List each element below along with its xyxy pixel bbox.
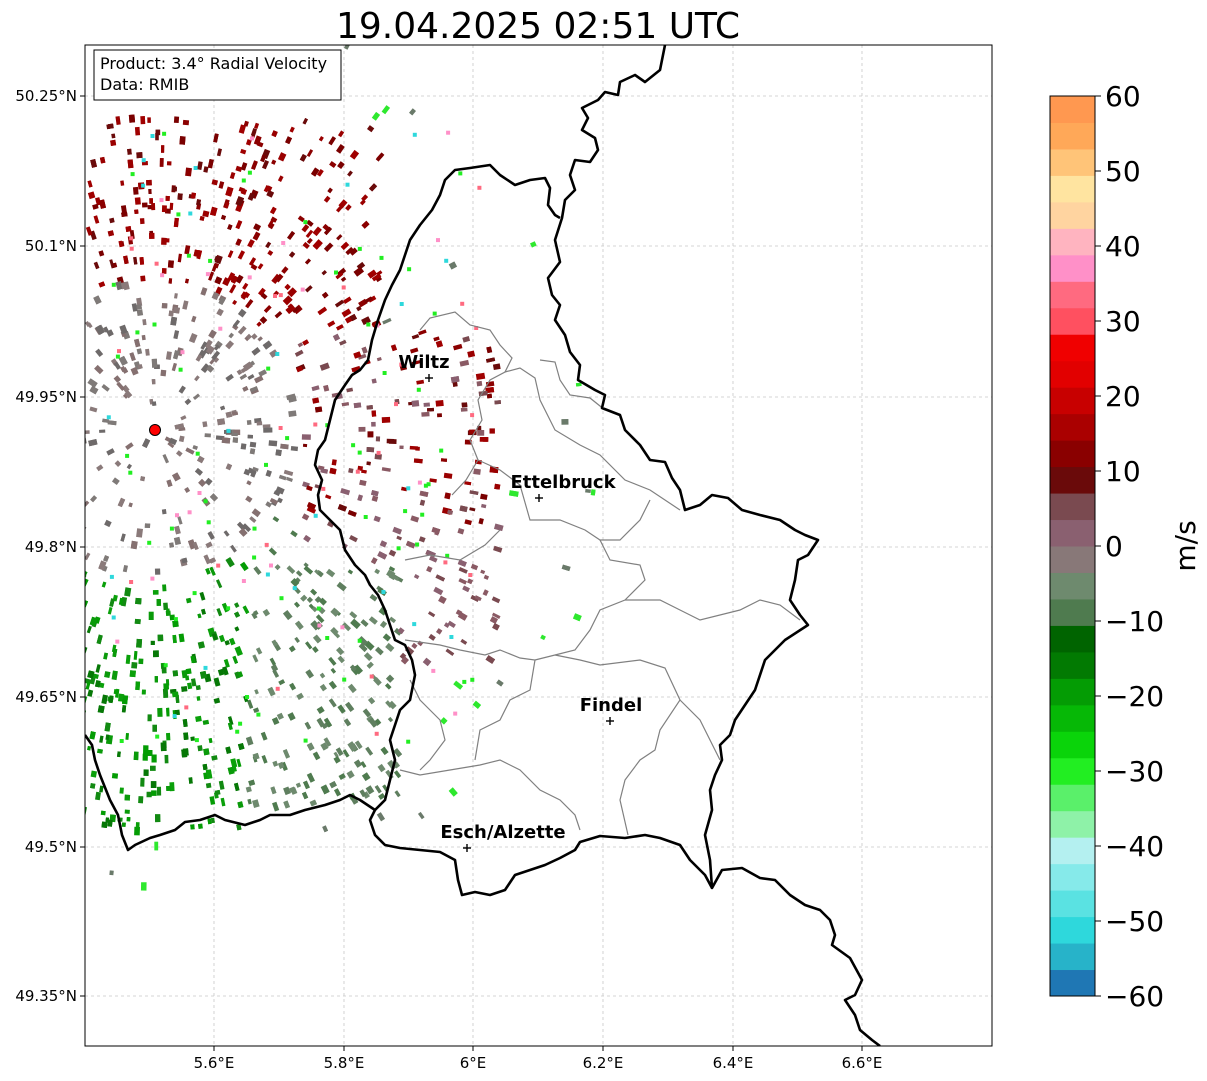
colorbar-segment (1050, 466, 1095, 494)
lon-tick-label: 6.4°E (713, 1054, 754, 1072)
colorbar-segment (1050, 387, 1095, 415)
colorbar-segment (1050, 307, 1095, 335)
colorbar-segment (1050, 784, 1095, 812)
colorbar-segment (1050, 916, 1095, 944)
colorbar-tick-label: 0 (1105, 530, 1123, 563)
colorbar-segment (1050, 890, 1095, 918)
colorbar-tick-label: 10 (1105, 455, 1141, 488)
lon-tick-label: 6.6°E (842, 1054, 883, 1072)
info-data-source: Data: RMIB (100, 75, 189, 94)
colorbar-segment (1050, 493, 1095, 521)
colorbar-segment (1050, 334, 1095, 362)
colorbar-label: m/s (1169, 520, 1202, 571)
colorbar-ticks: 60 50 40 30 20 10 0 −10 −20 −30 −40 −50 … (1095, 80, 1164, 1013)
colorbar-segment (1050, 281, 1095, 309)
lon-tick-label: 6°E (460, 1054, 487, 1072)
colorbar-segment (1050, 360, 1095, 388)
lon-tick-label: 5.8°E (324, 1054, 365, 1072)
colorbar-segment (1050, 625, 1095, 653)
country-border (85, 45, 881, 1046)
colorbar-segment (1050, 598, 1095, 626)
colorbar-segment (1050, 440, 1095, 468)
lat-tick-label: 49.8°N (25, 538, 77, 556)
colorbar-tick-label: −50 (1105, 905, 1164, 938)
city-label-wiltz: Wiltz (398, 352, 449, 373)
colorbar-segment (1050, 122, 1095, 150)
velocity-echoes (85, 45, 596, 891)
colorbar-tick-label: −60 (1105, 980, 1164, 1013)
colorbar-segment (1050, 678, 1095, 706)
lon-tick-label: 5.6°E (194, 1054, 235, 1072)
info-box (93, 49, 342, 101)
city-markers (425, 374, 614, 852)
colorbar-segment (1050, 572, 1095, 600)
colorbar-tick-label: −30 (1105, 755, 1164, 788)
colorbar-segment (1050, 546, 1095, 573)
lat-tick-label: 50.1°N (25, 237, 77, 255)
colorbar-tick-label: −40 (1105, 830, 1164, 863)
lon-axis: 5.6°E 5.8°E 6°E 6.2°E 6.4°E 6.6°E (194, 1046, 883, 1072)
figure-title: 19.04.2025 02:51 UTC (336, 6, 740, 47)
colorbar-tick-label: 50 (1105, 155, 1141, 188)
colorbar-tick-label: 20 (1105, 380, 1141, 413)
city-marker-ettelbruck (535, 494, 543, 502)
map-frame (84, 44, 993, 1047)
lon-tick-label: 6.2°E (583, 1054, 624, 1072)
colorbar-segment (1050, 228, 1095, 256)
colorbar-segment (1050, 943, 1095, 971)
city-label-ettelbruck: Ettelbruck (510, 472, 616, 493)
lat-tick-label: 49.65°N (15, 688, 77, 706)
lat-tick-label: 49.95°N (15, 388, 77, 406)
colorbar-segment (1050, 810, 1095, 838)
colorbar-segment (1050, 175, 1095, 203)
colorbar-segment (1050, 969, 1095, 997)
colorbar-tick-label: −20 (1105, 680, 1164, 713)
city-marker-esch (463, 844, 471, 852)
colorbar-segment (1050, 837, 1095, 865)
colorbar-tick-label: −10 (1105, 605, 1164, 638)
colorbar-tick-label: 60 (1105, 80, 1141, 113)
colorbar-segment (1050, 863, 1095, 891)
colorbar-segment (1050, 148, 1095, 176)
radar-site-marker (149, 424, 161, 436)
colorbar-tick-label: 40 (1105, 230, 1141, 263)
map-area (85, 45, 992, 1046)
canton-boundaries (399, 311, 801, 836)
lat-tick-label: 50.25°N (15, 87, 77, 105)
colorbar-segment (1050, 201, 1095, 229)
colorbar-segment (1050, 651, 1095, 679)
colorbar-segment (1050, 96, 1095, 123)
lat-axis: 50.25°N 50.1°N 49.95°N 49.8°N 49.65°N 49… (15, 87, 85, 1005)
city-label-esch: Esch/Alzette (440, 822, 565, 843)
colorbar-segment (1050, 704, 1095, 732)
colorbar-tick-label: 30 (1105, 305, 1141, 338)
city-label-findel: Findel (580, 695, 643, 716)
city-marker-findel (606, 717, 614, 725)
colorbar-segment (1050, 413, 1095, 441)
colorbar-segment (1050, 519, 1095, 547)
city-marker-wiltz (425, 374, 433, 382)
lat-tick-label: 49.35°N (15, 987, 77, 1005)
colorbar-segment (1050, 254, 1095, 282)
info-product: Product: 3.4° Radial Velocity (100, 54, 327, 73)
colorbar-segment (1050, 757, 1095, 785)
colorbar-segment (1050, 731, 1095, 759)
colorbar (1050, 96, 1095, 997)
lat-tick-label: 49.5°N (25, 838, 77, 856)
